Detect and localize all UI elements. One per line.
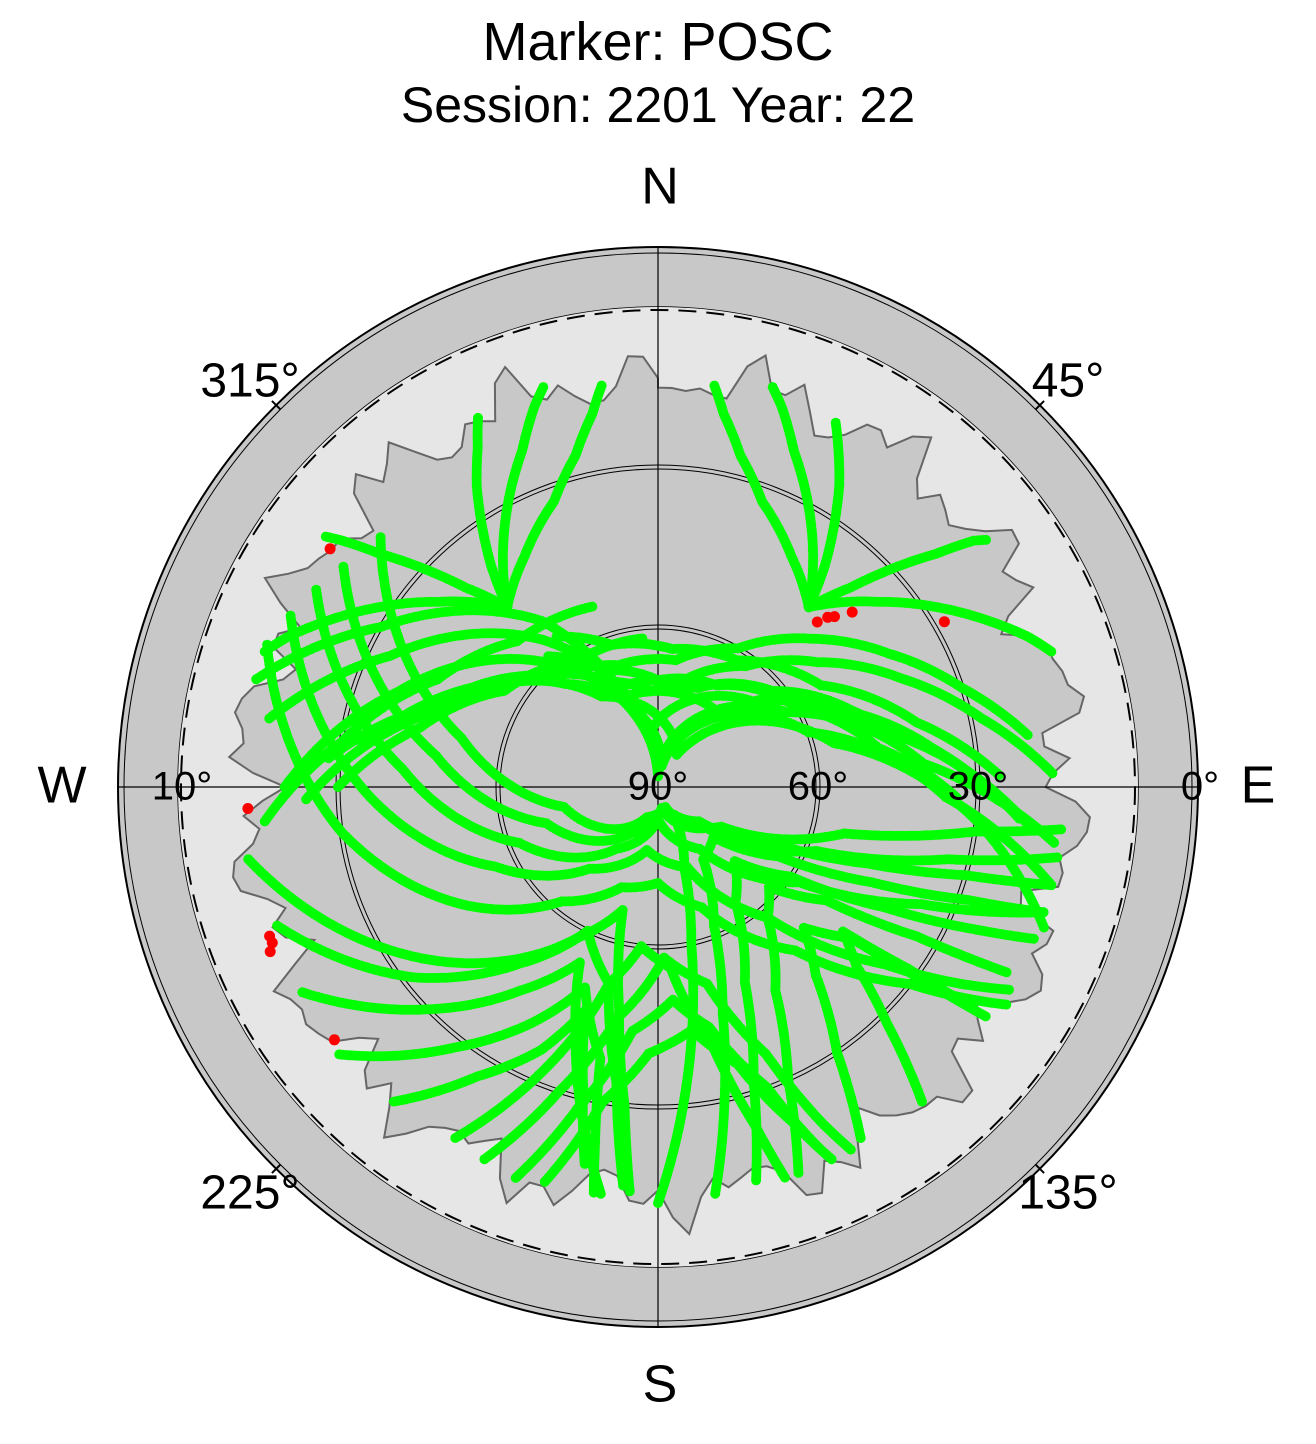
track-point: [1052, 852, 1063, 863]
track-point: [473, 412, 483, 423]
track-point: [767, 382, 778, 393]
track-point: [845, 1144, 856, 1155]
satellite-track: [709, 380, 814, 613]
track-point: [596, 380, 607, 391]
satellite-track: [803, 534, 991, 613]
polar-grid: [118, 247, 1198, 1327]
track-point: [1004, 984, 1014, 995]
track-point: [1038, 922, 1049, 933]
satellite-track: [803, 417, 845, 613]
azimuth-tick-45: [1034, 400, 1045, 411]
track-point: [1001, 999, 1012, 1010]
track-point: [1046, 646, 1057, 657]
azimuth-tick-315: [271, 400, 282, 411]
chart-subtitle: Session: 2201 Year: 22: [401, 77, 915, 133]
track-point: [830, 417, 841, 428]
track-point: [618, 1180, 629, 1191]
track-point: [588, 1187, 599, 1198]
satellite-track: [497, 382, 549, 613]
satellite-track: [767, 382, 819, 613]
azimuth-tick-135: [1034, 1163, 1045, 1174]
track-point: [579, 1158, 590, 1169]
track-point: [709, 380, 720, 391]
track-point: [320, 531, 331, 542]
track-point: [538, 382, 549, 393]
track-point: [1049, 837, 1060, 848]
satellite-tracks: [243, 380, 1067, 1208]
track-point: [1056, 824, 1067, 835]
azimuth-tick-225: [271, 1163, 282, 1174]
track-point: [779, 1172, 790, 1183]
track-point: [981, 534, 991, 545]
chart-title: Marker: POSC: [482, 12, 833, 72]
elevation-mask-outline: [227, 353, 1091, 1236]
